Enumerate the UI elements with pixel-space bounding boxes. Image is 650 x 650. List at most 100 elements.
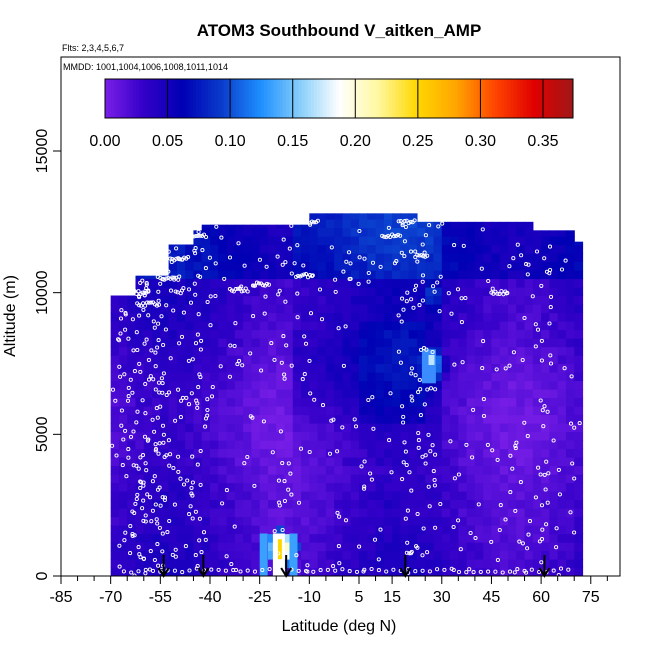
heatmap-cell (516, 321, 526, 331)
heatmap-cell (334, 244, 344, 254)
heatmap-cell (433, 550, 443, 560)
heatmap-cell (450, 363, 459, 373)
heatmap-cell (450, 329, 459, 339)
heatmap-cell (375, 389, 385, 399)
heatmap-cell (168, 542, 178, 552)
heatmap-cell (367, 406, 377, 416)
heatmap-cell (160, 355, 170, 365)
heatmap-cell (549, 431, 559, 441)
heatmap-cell (541, 236, 550, 246)
heatmap-cell (160, 363, 170, 373)
heatmap-cell (557, 329, 567, 339)
heatmap-cell (491, 397, 501, 407)
heatmap-cell (143, 533, 153, 543)
heatmap-cell (334, 533, 344, 543)
heatmap-cell (243, 499, 252, 509)
heatmap-cell (441, 457, 451, 467)
heatmap-cell (416, 261, 426, 271)
heatmap-cell (243, 236, 252, 246)
sample-point (362, 256, 367, 261)
heatmap-cell (516, 338, 526, 348)
heatmap-cell (549, 406, 559, 416)
sample-point (405, 540, 410, 545)
sample-point (276, 551, 281, 556)
heatmap-cell (201, 448, 211, 458)
heatmap-cell (516, 465, 526, 475)
heatmap-cell (359, 304, 368, 314)
heatmap-cell (466, 270, 476, 280)
sample-point (119, 423, 124, 428)
heatmap-cell (251, 329, 261, 339)
heatmap-cell (160, 542, 170, 552)
heatmap-cell (143, 482, 153, 492)
heatmap-cell (193, 423, 203, 433)
heatmap-cell (400, 389, 410, 399)
heatmap-cell (226, 414, 236, 424)
heatmap-cell (574, 550, 584, 560)
sample-point (237, 358, 242, 363)
heatmap-cell (292, 440, 302, 450)
heatmap-cell (367, 372, 377, 382)
heatmap-cell (466, 508, 476, 518)
heatmap-cell (574, 304, 584, 314)
heatmap-cell (317, 338, 327, 348)
heatmap-cell (541, 550, 550, 560)
heatmap-cell (375, 406, 385, 416)
heatmap-cell (276, 253, 286, 263)
sample-point (196, 312, 201, 317)
heatmap-cell (218, 542, 228, 552)
heatmap-cell (367, 329, 377, 339)
heatmap-cell (218, 423, 228, 433)
heatmap-cell (375, 346, 385, 356)
heatmap-cell (400, 321, 410, 331)
x-tick-label: -10 (298, 589, 321, 606)
heatmap-cell (118, 346, 128, 356)
heatmap-cell (135, 372, 145, 382)
sample-point (156, 451, 161, 456)
heatmap-cell (557, 278, 567, 288)
heatmap-cell (532, 261, 542, 271)
heatmap-cell (325, 465, 335, 475)
heatmap-cell (334, 261, 344, 271)
heatmap-cell (267, 414, 277, 424)
sample-point (160, 549, 165, 554)
heatmap-cell (375, 465, 385, 475)
heatmap-cell (176, 508, 186, 518)
heatmap-cell (474, 542, 484, 552)
heatmap-cell (309, 567, 319, 576)
heatmap-cell (416, 355, 426, 365)
heatmap-cell (176, 525, 186, 535)
heatmap-cell (267, 287, 277, 297)
heatmap-cell (425, 474, 435, 484)
heatmap-cell (549, 542, 559, 552)
heatmap-cell (392, 244, 401, 254)
sample-point (331, 417, 336, 422)
heatmap-cell (325, 236, 335, 246)
heatmap-cell (367, 431, 377, 441)
heatmap-cell (400, 440, 410, 450)
heatmap-cell (425, 465, 435, 475)
sample-point (178, 415, 183, 420)
heatmap-cell (400, 329, 410, 339)
heatmap-cell (508, 474, 517, 484)
heatmap-cell (201, 329, 211, 339)
heatmap-cell (416, 244, 426, 254)
heatmap-cell (176, 533, 186, 543)
heatmap-cell (392, 380, 401, 390)
sample-point (423, 233, 428, 238)
heatmap-cell (508, 406, 517, 416)
heatmap-cell (375, 380, 385, 390)
heatmap-cell (549, 559, 559, 569)
heatmap-cell (301, 261, 310, 271)
heatmap-cell (342, 491, 352, 501)
colorbar-segment (354, 79, 359, 118)
sample-point (409, 366, 414, 371)
heatmap-cell (524, 533, 534, 543)
sample-point (126, 385, 131, 390)
sample-point (421, 526, 426, 531)
sample-point (388, 391, 393, 396)
heatmap-cell (284, 550, 294, 560)
heatmap-cell (276, 380, 286, 390)
heatmap-cell (226, 253, 236, 263)
heatmap-cell (441, 227, 451, 237)
